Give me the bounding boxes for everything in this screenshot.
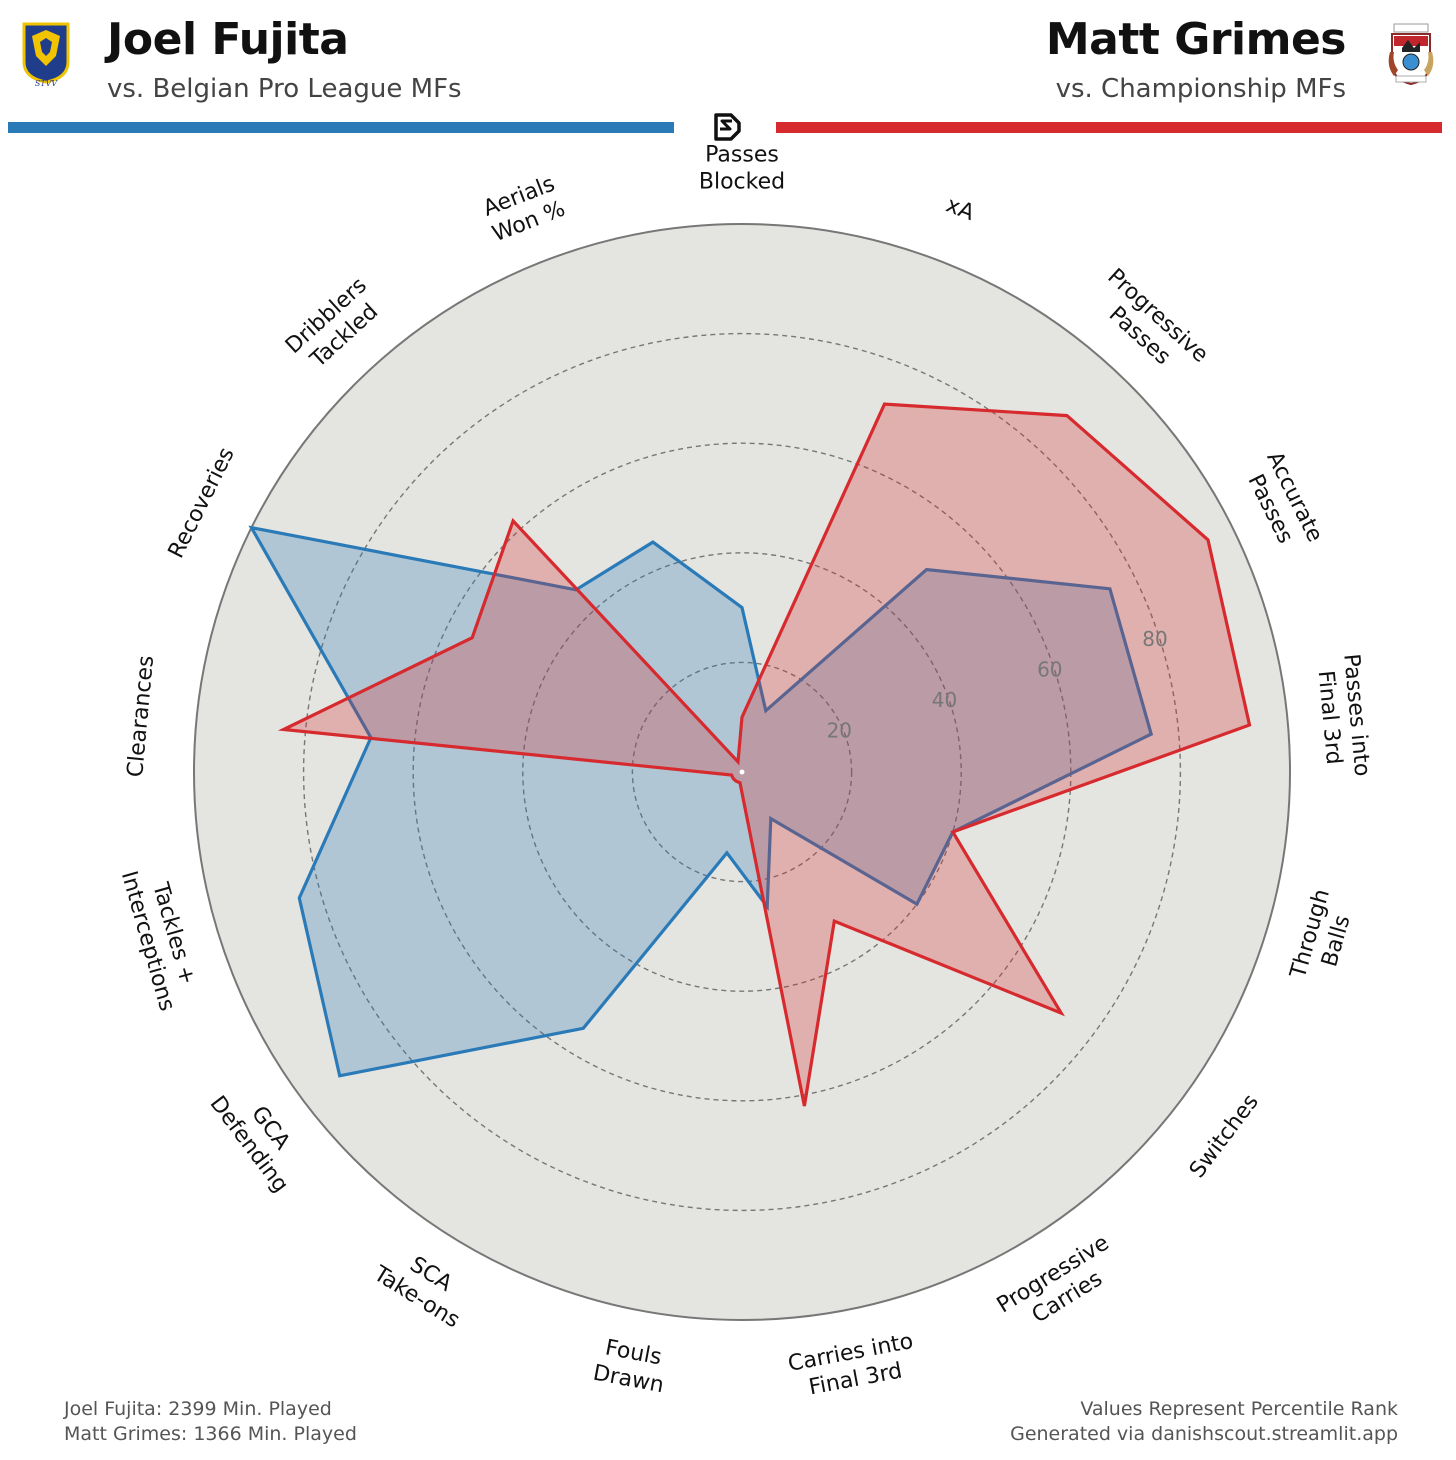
left-player-name: Joel Fujita	[107, 14, 349, 65]
category-label-1: xA	[942, 193, 977, 226]
svg-text:Passes intoFinal 3rd: Passes intoFinal 3rd	[1311, 653, 1374, 780]
category-label-4: Passes intoFinal 3rd	[1311, 653, 1375, 780]
grid-ring-80	[302, 332, 1182, 1212]
category-label-14: Recoveries	[164, 444, 240, 563]
category-label-12: Tackles +Interceptions	[116, 861, 206, 1014]
right-player-name: Matt Grimes	[1045, 14, 1347, 65]
ring-label-40: 40	[932, 688, 957, 712]
category-label-13: Clearances	[123, 654, 159, 778]
category-label-15: DribblersTackled	[281, 273, 390, 379]
svg-text:AccuratePasses: AccuratePasses	[1237, 448, 1327, 558]
right-player-comparison: vs. Championship MFs	[1055, 74, 1346, 104]
svg-text:xA: xA	[942, 193, 977, 226]
category-label-3: AccuratePasses	[1237, 448, 1328, 558]
source-note: Generated via danishscout.streamlit.app	[1010, 1423, 1398, 1445]
category-label-10: SCATake-ons	[368, 1238, 478, 1333]
center-point	[739, 769, 745, 775]
ring-label-20: 20	[827, 719, 852, 743]
grid-ring-40	[522, 552, 962, 992]
category-label-0: Passes Blocked	[699, 143, 785, 195]
svg-text:AerialsWon %: AerialsWon %	[479, 171, 568, 247]
svg-text:Tackles +Interceptions: Tackles +Interceptions	[116, 861, 206, 1014]
svg-text:Recoveries: Recoveries	[164, 444, 240, 563]
minutes-played-note: Joel Fujita: 2399 Min. Played Matt Grime…	[64, 1397, 357, 1447]
right-minutes-played: Matt Grimes: 1366 Min. Played	[64, 1423, 357, 1445]
right-player-color-bar	[776, 122, 1442, 133]
left-player-color-bar	[8, 122, 674, 133]
series-polygon-left-player	[248, 525, 1154, 1078]
svg-text:Switches: Switches	[1185, 1090, 1264, 1183]
chart-notes: Values Represent Percentile Rank Generat…	[1010, 1397, 1398, 1447]
ds-logo-icon	[711, 112, 743, 142]
svg-text:DribblersTackled: DribblersTackled	[281, 273, 390, 379]
svg-text:Carries intoFinal 3rd: Carries intoFinal 3rd	[786, 1329, 920, 1403]
category-label-5: ThroughBalls	[1286, 886, 1361, 989]
svg-text:FoulsDrawn: FoulsDrawn	[591, 1334, 671, 1398]
svg-text:SCATake-ons: SCATake-ons	[368, 1238, 478, 1333]
category-label-9: FoulsDrawn	[591, 1334, 671, 1398]
series-layer	[248, 402, 1252, 1107]
ring-label-80: 80	[1142, 627, 1167, 651]
category-label-8: Carries intoFinal 3rd	[786, 1329, 920, 1403]
category-label-16: AerialsWon %	[479, 171, 569, 248]
grid-ring-20	[631, 661, 853, 883]
category-label-6: Switches	[1185, 1090, 1264, 1183]
coventry-crest-icon	[1386, 22, 1436, 88]
percentile-note: Values Represent Percentile Rank	[1080, 1398, 1398, 1420]
stvv-crest-icon: STVV	[22, 22, 70, 88]
svg-text:Clearances: Clearances	[123, 654, 159, 778]
svg-text:ThroughBalls: ThroughBalls	[1286, 886, 1361, 989]
svg-text:STVV: STVV	[35, 79, 59, 88]
series-polygon-right-player	[277, 402, 1252, 1107]
ring-label-60: 60	[1037, 657, 1062, 681]
ring-labels: 20 40 60 80	[827, 627, 1168, 743]
left-minutes-played: Joel Fujita: 2399 Min. Played	[64, 1398, 332, 1420]
left-player-comparison: vs. Belgian Pro League MFs	[107, 74, 462, 104]
